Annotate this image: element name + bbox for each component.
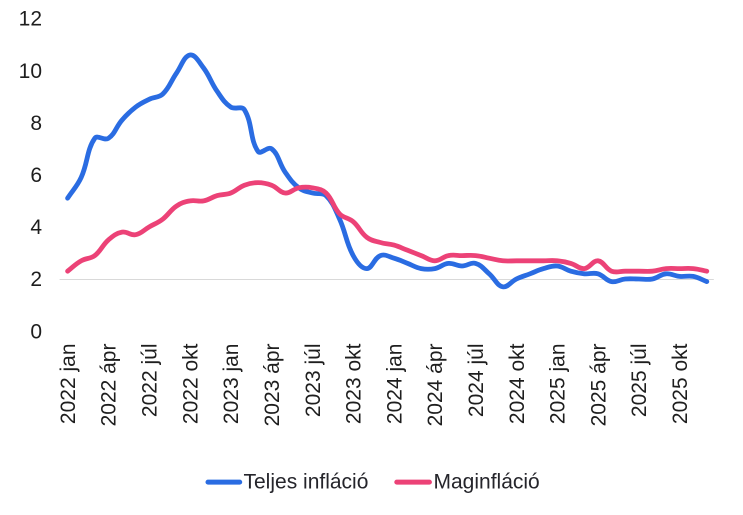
svg-text:2023 ápr: 2023 ápr [261,343,284,426]
svg-text:2025 jan: 2025 jan [547,344,570,425]
svg-text:6: 6 [30,164,42,187]
svg-text:2022 jan: 2022 jan [57,344,80,425]
svg-text:2024 jan: 2024 jan [383,344,406,425]
svg-text:10: 10 [19,60,42,83]
svg-text:2023 okt: 2023 okt [343,343,366,424]
svg-text:8: 8 [30,112,42,135]
svg-text:2025 júl: 2025 júl [628,344,651,418]
svg-text:2024 okt: 2024 okt [506,343,529,424]
svg-text:2: 2 [30,268,42,291]
svg-text:2022 okt: 2022 okt [179,343,202,424]
svg-text:2023 jan: 2023 jan [220,344,243,425]
svg-text:Maginfláció: Maginfláció [434,470,540,493]
svg-text:2024 júl: 2024 júl [465,344,488,418]
svg-text:2022 júl: 2022 júl [139,344,162,418]
svg-text:2023 júl: 2023 júl [302,344,325,418]
svg-text:Teljes infláció: Teljes infláció [244,470,369,493]
svg-text:12: 12 [19,8,42,31]
svg-text:4: 4 [30,216,42,239]
svg-text:2024 ápr: 2024 ápr [424,343,447,426]
svg-text:0: 0 [30,320,42,343]
svg-text:2025 ápr: 2025 ápr [587,343,610,426]
svg-text:2025 okt: 2025 okt [669,343,692,424]
svg-text:2022 ápr: 2022 ápr [98,343,121,426]
